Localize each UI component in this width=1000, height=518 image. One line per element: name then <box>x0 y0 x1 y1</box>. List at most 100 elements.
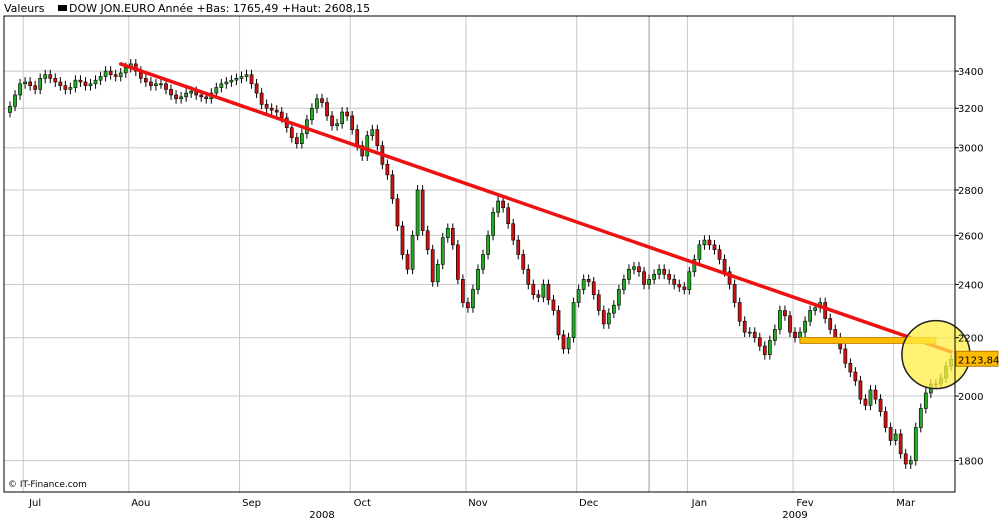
candle-up <box>93 79 98 85</box>
candle-up <box>617 289 621 306</box>
candle-down <box>873 389 878 400</box>
candle-down <box>330 115 334 126</box>
x-month-label: Jul <box>28 498 41 509</box>
candle-up <box>808 310 812 322</box>
candle-down <box>783 310 787 317</box>
candle-down <box>461 279 465 303</box>
candle-up <box>88 83 93 86</box>
y-tick-label: 1800 <box>958 457 983 468</box>
candle-up <box>118 72 123 77</box>
candle-down <box>546 284 551 301</box>
y-axis: 1800 2000 2200 2400 2600 2800 3000 3200 3400 2123… <box>955 67 999 468</box>
x-month-label: Nov <box>468 498 488 509</box>
candle-down <box>637 266 641 273</box>
candle-up <box>43 74 48 79</box>
candle-down <box>360 145 365 157</box>
candle-down <box>586 279 591 283</box>
candle-down <box>883 411 888 428</box>
candle-down <box>455 244 460 280</box>
candle-up <box>692 259 697 273</box>
candle-up <box>798 331 802 338</box>
candle-down <box>204 96 209 100</box>
candle-up <box>767 340 772 355</box>
candle-up <box>687 271 692 290</box>
candle-down <box>898 433 903 455</box>
candle-up <box>189 90 194 94</box>
candle-down <box>294 137 299 144</box>
y-tick-label: 2200 <box>958 334 983 345</box>
candle-down <box>289 127 294 138</box>
candle-down <box>113 74 118 77</box>
x-month-label: Oct <box>354 498 371 509</box>
candle-down <box>450 228 455 246</box>
candle-down <box>385 163 390 176</box>
candle-up <box>541 284 546 298</box>
candle-down <box>174 94 178 100</box>
candle-down <box>199 94 204 98</box>
candle-down <box>83 81 88 86</box>
candle-down <box>516 239 521 255</box>
candle-down <box>823 302 828 319</box>
candle-up <box>778 310 782 330</box>
candle-down <box>591 281 596 295</box>
candle-down <box>164 83 168 90</box>
candle-down <box>259 92 264 105</box>
candle-up <box>315 98 319 109</box>
x-year-label: 2009 <box>782 510 807 518</box>
candle-down <box>390 174 395 200</box>
candle-up <box>365 135 370 157</box>
candle-up <box>923 392 928 409</box>
candle-down <box>169 89 173 96</box>
year-stats: Année +Bas: 1765,49 +Haut: 2608,15 <box>158 2 370 15</box>
candle-up <box>481 254 485 270</box>
candle-up <box>214 87 219 94</box>
candle-up <box>415 189 420 236</box>
candle-down <box>53 78 58 83</box>
candle-up <box>491 211 495 236</box>
candle-down <box>853 371 858 382</box>
candle-up <box>18 83 22 96</box>
candle-down <box>425 230 430 250</box>
candle-down <box>722 259 727 273</box>
series-name: DOW JON.EURO <box>69 2 156 15</box>
y-tick-label: 3000 <box>958 144 983 155</box>
candle-down <box>108 70 113 76</box>
x-axis: Jul Aou Sep Oct Nov Dec Jan Fev Mar 2008 2009 <box>28 498 916 518</box>
candle-down <box>888 427 893 441</box>
values-label: Valeurs <box>4 2 45 15</box>
candle-up <box>445 228 450 239</box>
candle-up <box>154 83 158 86</box>
candle-up <box>224 81 229 85</box>
candle-up <box>868 389 873 406</box>
source-credit: © IT-Finance.com <box>8 480 87 490</box>
candle-down <box>420 189 425 231</box>
candle-down <box>682 286 687 290</box>
candle-down <box>254 83 259 94</box>
candle-down <box>833 329 838 338</box>
candle-up <box>471 289 475 309</box>
candle-down <box>249 74 254 85</box>
candle-down <box>742 320 747 333</box>
candle-down <box>350 115 355 130</box>
candle-down <box>144 78 148 83</box>
candle-up <box>310 107 314 121</box>
candle-down <box>395 198 400 227</box>
candle-down <box>878 398 883 412</box>
x-month-label: Sep <box>242 498 261 509</box>
candle-down <box>279 111 284 119</box>
candle-down <box>511 223 516 241</box>
y-tick-label: 2000 <box>958 392 983 403</box>
y-tick-label: 3200 <box>958 104 983 115</box>
candle-up <box>627 268 631 280</box>
candle-down <box>556 310 561 336</box>
candle-up <box>697 244 702 260</box>
candle-down <box>662 268 667 275</box>
candle-down <box>466 302 470 309</box>
candle-up <box>611 304 616 314</box>
y-tick-label: 3400 <box>958 67 983 78</box>
candle-down <box>843 348 848 364</box>
candle-down <box>858 380 863 400</box>
candle-up <box>476 268 480 290</box>
candle-up <box>123 67 128 74</box>
